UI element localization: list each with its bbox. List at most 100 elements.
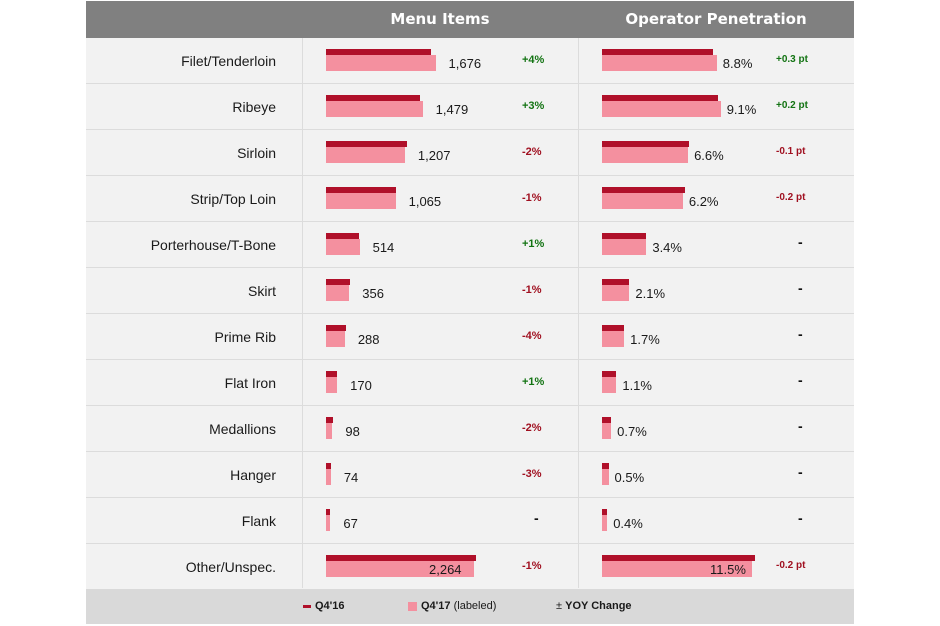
operator-q4-17-bar (602, 561, 752, 577)
operator-penetration-header: Operator Penetration (625, 10, 807, 28)
table-row: Sirloin 1,207 -2% 6.6% -0.1 pt (86, 130, 854, 176)
menu-value-label: 356 (362, 286, 384, 301)
row-label: Porterhouse/T-Bone (150, 237, 276, 253)
menu-value-label: 98 (345, 424, 360, 439)
operator-yoy-change: -0.2 pt (776, 192, 806, 203)
menu-q4-17-bar (326, 331, 345, 347)
menu-q4-16-bar (326, 233, 360, 239)
table-row: Prime Rib 288 -4% 1.7% - (86, 314, 854, 360)
row-label: Prime Rib (214, 329, 276, 345)
menu-q4-17-bar (326, 423, 333, 439)
operator-value-label: 6.6% (694, 148, 724, 163)
menu-q4-16-bar (326, 555, 476, 561)
legend-q4-17: Q4'17 (labeled) (408, 589, 496, 624)
row-label: Skirt (248, 283, 276, 299)
menu-value-label: 288 (357, 332, 380, 347)
operator-value-label: 9.1% (726, 102, 757, 117)
operator-yoy-change: - (798, 326, 803, 342)
operator-q4-16-bar (602, 49, 713, 55)
column-divider (578, 38, 579, 588)
operator-yoy-change: -0.2 pt (776, 560, 806, 571)
menu-yoy-change: -2% (522, 146, 542, 158)
menu-q4-17-bar (326, 469, 331, 485)
operator-value-label: 11.5% (710, 562, 746, 577)
menu-yoy-change: -3% (522, 468, 542, 480)
row-label: Ribeye (232, 99, 276, 115)
operator-q4-17-bar (602, 101, 721, 117)
operator-yoy-change: - (798, 464, 803, 480)
legend-q4-16: Q4'16 (303, 589, 345, 624)
operator-yoy-change: - (798, 372, 803, 388)
operator-q4-16-bar (602, 555, 755, 561)
operator-value-label: 3.4% (652, 240, 682, 255)
menu-yoy-change: +1% (522, 238, 545, 250)
operator-q4-17-bar (602, 423, 612, 439)
operator-q4-16-bar (602, 279, 630, 285)
menu-value-label: 2,264 (429, 562, 462, 577)
column-divider (302, 38, 303, 588)
table-row: Medallions 98 -2% 0.7% - (86, 406, 854, 452)
menu-value-label: 1,065 (408, 194, 442, 209)
row-label: Hanger (230, 467, 276, 483)
menu-q4-17-bar (326, 285, 350, 301)
menu-yoy-change: +3% (522, 100, 545, 112)
operator-yoy-change: - (798, 510, 803, 526)
menu-yoy-change: - (534, 510, 539, 526)
table-row: Flat Iron 170 +1% 1.1% - (86, 360, 854, 406)
operator-q4-17-bar (602, 285, 630, 301)
menu-value-label: 1,676 (448, 56, 482, 71)
menu-q4-16-bar (326, 279, 350, 285)
menu-q4-16-bar (326, 141, 407, 147)
operator-value-label: 1.7% (630, 332, 660, 347)
operator-yoy-change: - (798, 234, 803, 250)
operator-q4-16-bar (602, 141, 690, 147)
row-label: Flank (241, 513, 276, 529)
menu-yoy-change: +1% (522, 376, 545, 388)
legend-q4-16-label: Q4'16 (315, 600, 345, 612)
menu-q4-16-bar (326, 509, 331, 515)
operator-yoy-change: - (798, 280, 803, 296)
table-row: Hanger 74 -3% 0.5% - (86, 452, 854, 498)
plus-minus-icon: ± (556, 600, 563, 612)
table-row: Strip/Top Loin 1,065 -1% 6.2% -0.2 pt (86, 176, 854, 222)
operator-q4-17-bar (602, 469, 609, 485)
row-label: Flat Iron (224, 375, 276, 391)
menu-value-label: 67 (343, 516, 358, 531)
operator-q4-16-bar (602, 509, 608, 515)
menu-q4-17-bar (326, 515, 331, 531)
table-row: Porterhouse/T-Bone 514 +1% 3.4% - (86, 222, 854, 268)
menu-value-label: 514 (372, 240, 395, 255)
operator-q4-16-bar (602, 95, 719, 101)
table-row: Skirt 356 -1% 2.1% - (86, 268, 854, 314)
menu-yoy-change: +4% (522, 54, 545, 66)
operator-q4-17-bar (602, 193, 683, 209)
operator-value-label: 0.5% (614, 470, 645, 485)
menu-value-label: 1,207 (417, 148, 451, 163)
row-label: Sirloin (237, 145, 276, 161)
operator-value-label: 0.4% (613, 516, 643, 531)
steak-cuts-table: Menu Items Operator Penetration Filet/Te… (86, 1, 854, 624)
operator-q4-16-bar (602, 463, 609, 469)
menu-q4-16-bar (326, 417, 333, 423)
operator-q4-16-bar (602, 187, 686, 193)
table-header: Menu Items Operator Penetration (86, 1, 854, 38)
menu-q4-17-bar (326, 239, 360, 255)
operator-q4-17-bar (602, 147, 689, 163)
menu-value-label: 1,479 (435, 102, 469, 117)
table-row: Flank 67 - 0.4% - (86, 498, 854, 544)
legend-yoy-label: YOY Change (565, 600, 632, 612)
menu-q4-17-bar (326, 55, 436, 71)
row-label: Filet/Tenderloin (181, 53, 276, 69)
menu-q4-17-bar (326, 561, 474, 577)
table-row: Filet/Tenderloin 1,676 +4% 8.8% +0.3 pt (86, 38, 854, 84)
operator-value-label: 1.1% (622, 378, 652, 393)
menu-yoy-change: -1% (522, 192, 542, 204)
operator-q4-16-bar (602, 371, 617, 377)
menu-q4-16-bar (326, 325, 346, 331)
operator-q4-17-bar (602, 331, 625, 347)
operator-q4-16-bar (602, 325, 625, 331)
operator-q4-16-bar (602, 233, 647, 239)
menu-yoy-change: -1% (522, 560, 542, 572)
menu-q4-16-bar (326, 463, 331, 469)
operator-value-label: 0.7% (617, 424, 647, 439)
